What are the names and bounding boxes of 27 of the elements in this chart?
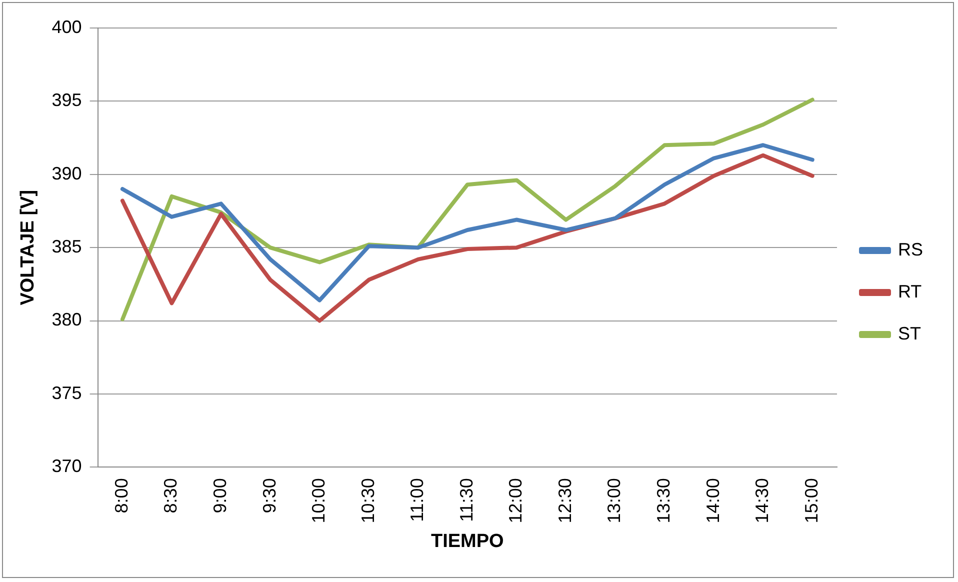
- x-tick-label: 9:30: [259, 478, 280, 514]
- x-tick-label: 14:30: [752, 478, 772, 524]
- y-tick-label: 390: [52, 163, 82, 184]
- x-tick-label: 12:00: [506, 478, 526, 524]
- x-tick-label: 8:00: [111, 478, 132, 514]
- y-tick-label: 375: [52, 382, 82, 403]
- x-tick-label: 11:00: [407, 478, 428, 522]
- y-tick-label: 400: [52, 16, 82, 37]
- x-tick-label: 13:00: [604, 478, 624, 524]
- x-tick-label: 12:30: [554, 478, 575, 524]
- x-tick-label: 11:30: [456, 478, 476, 522]
- y-tick-label: 380: [52, 310, 82, 330]
- y-tick-label: 385: [52, 236, 82, 257]
- y-tick-label: 395: [52, 90, 82, 110]
- x-tick-label: 9:00: [210, 478, 230, 514]
- x-tick-label: 8:30: [160, 478, 181, 514]
- legend-label: RS: [898, 239, 924, 260]
- x-tick-label: 13:30: [653, 478, 674, 524]
- x-tick-label: 10:30: [358, 478, 378, 524]
- y-tick-label: 370: [52, 456, 82, 476]
- y-axis-title: VOLTAJE [V]: [18, 190, 39, 306]
- x-tick-label: 15:00: [801, 478, 822, 524]
- x-tick-label: 14:00: [702, 478, 723, 524]
- legend-label: RT: [898, 281, 922, 302]
- legend-label: ST: [898, 323, 922, 344]
- x-tick-label: 10:00: [308, 478, 329, 524]
- x-axis-title: TIEMPO: [430, 530, 504, 552]
